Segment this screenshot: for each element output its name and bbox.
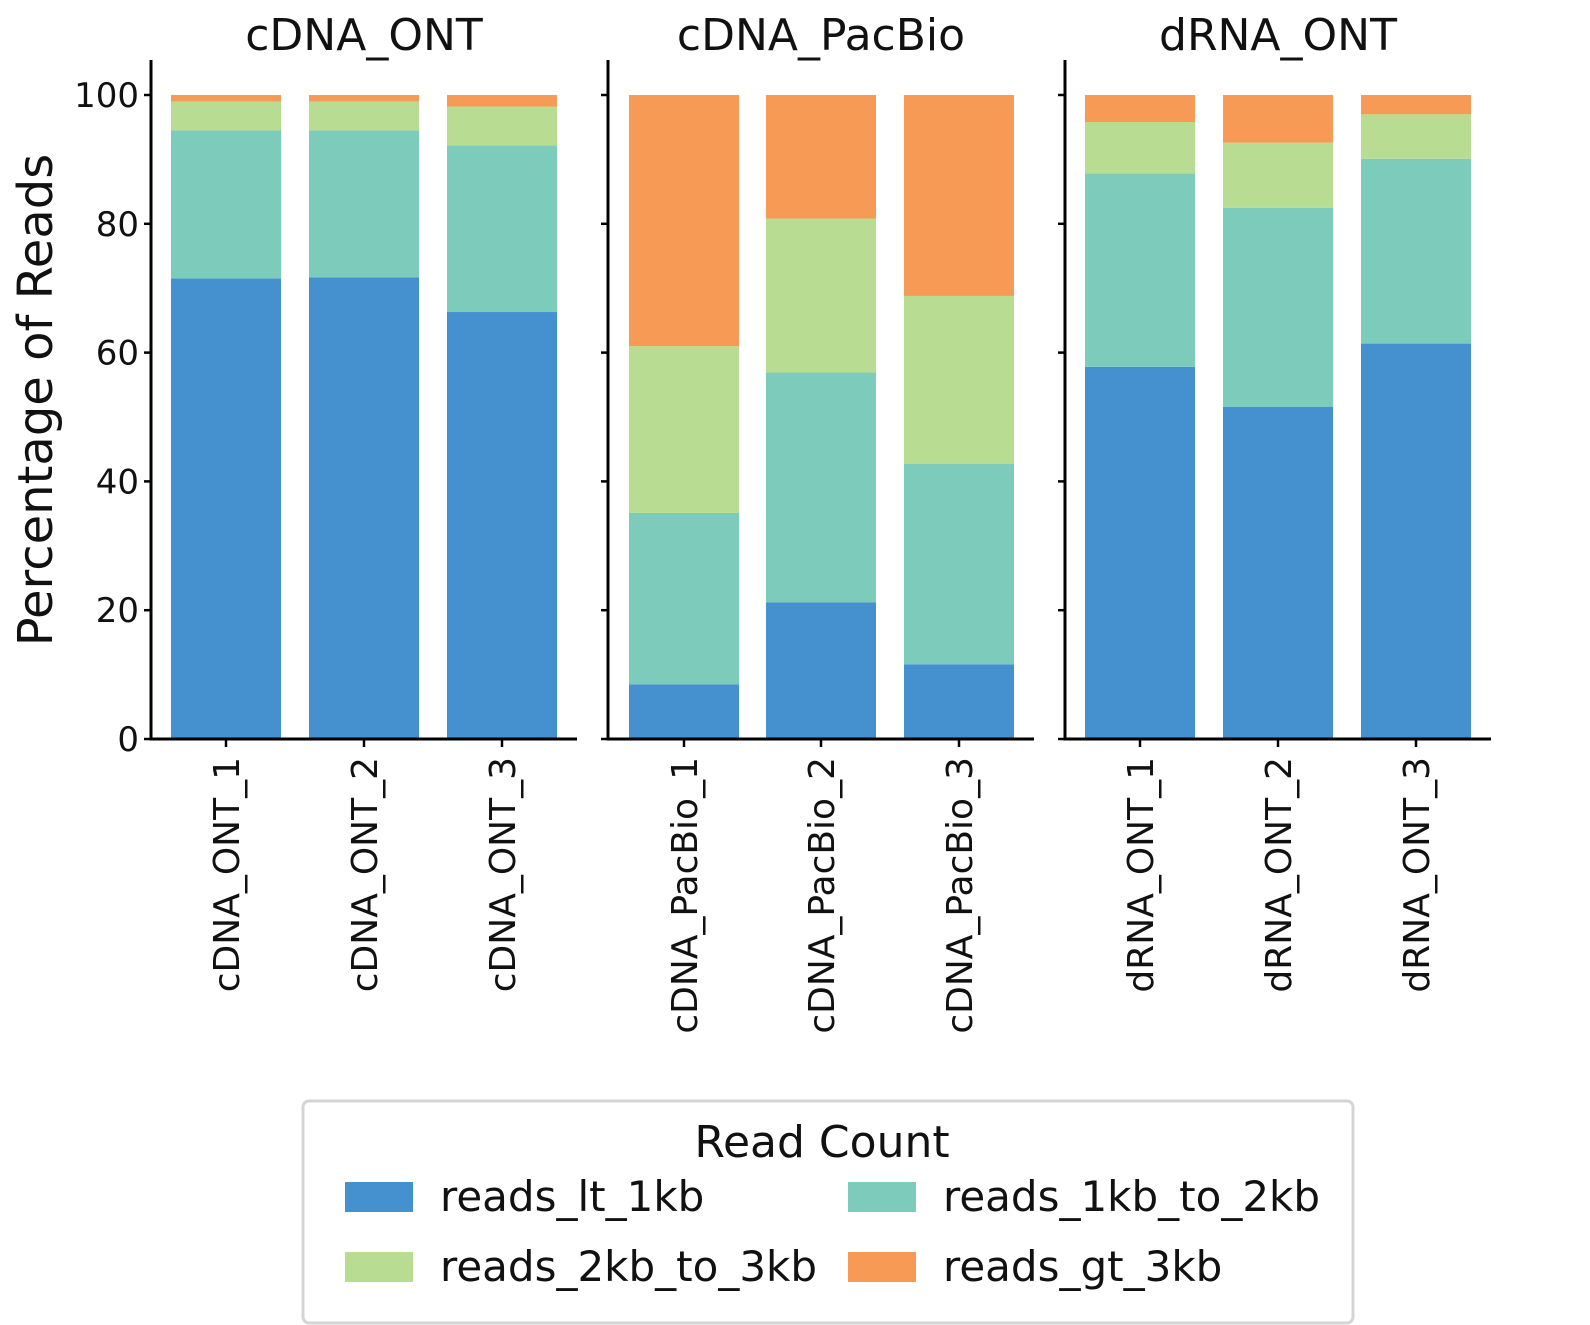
legend: Read Count reads_lt_1kb reads_1kb_to_2kbr…	[301, 1099, 1355, 1325]
x-tick-label: dRNA_ONT_2	[1259, 757, 1300, 993]
legend-swatch	[848, 1182, 916, 1212]
legend-label: reads_2kb_to_3kb	[440, 1242, 817, 1291]
legend-item-reads_1kb_to_2kb: reads_1kb_to_2kb	[848, 1172, 1320, 1221]
bar-cDNA_PacBio_2-reads_lt_1kb	[766, 602, 876, 739]
panel-3: dRNA_ONT_1 dRNA_ONT_2 dRNA_ONT_3 dRNA_ONT	[1058, 10, 1491, 993]
bar-cDNA_ONT_3-reads_gt_3kb	[447, 95, 557, 107]
panel-1: 0 20 40 60 80 100 cDNA_ONT_1 cDNA_ONT_2 cDNA_ONT…	[74, 10, 577, 992]
bar-cDNA_ONT_1-reads_2kb_to_3kb	[171, 101, 281, 131]
bar-cDNA_PacBio_3-reads_gt_3kb	[904, 95, 1014, 296]
bar-dRNA_ONT_1-reads_2kb_to_3kb	[1085, 122, 1195, 174]
legend-swatch	[848, 1252, 916, 1282]
legend-label: reads_lt_1kb	[440, 1172, 704, 1221]
bar-cDNA_ONT_3-reads_lt_1kb	[447, 312, 557, 739]
bar-cDNA_PacBio_1-reads_1kb_to_2kb	[629, 512, 739, 685]
legend-item-reads_2kb_to_3kb: reads_2kb_to_3kb	[345, 1242, 817, 1291]
legend-label: reads_gt_3kb	[943, 1242, 1222, 1291]
bar-dRNA_ONT_3-reads_2kb_to_3kb	[1361, 114, 1471, 159]
bar-dRNA_ONT_1-reads_lt_1kb	[1085, 366, 1195, 739]
bar-cDNA_PacBio_3-reads_1kb_to_2kb	[904, 464, 1014, 665]
y-tick-label: 60	[96, 334, 139, 374]
bar-dRNA_ONT_2-reads_2kb_to_3kb	[1223, 142, 1333, 208]
bar-dRNA_ONT_2-reads_1kb_to_2kb	[1223, 207, 1333, 407]
x-tick-label: cDNA_PacBio_3	[940, 757, 981, 1034]
panel-title: cDNA_ONT	[245, 10, 483, 61]
bar-dRNA_ONT_2-reads_lt_1kb	[1223, 406, 1333, 739]
y-tick-label: 80	[96, 205, 139, 245]
legend-item-reads_lt_1kb: reads_lt_1kb	[345, 1172, 704, 1221]
legend-label: reads_1kb_to_2kb	[943, 1172, 1320, 1221]
panel-title: cDNA_PacBio	[677, 10, 965, 61]
bar-cDNA_ONT_2-reads_gt_3kb	[309, 95, 419, 102]
x-tick-label: cDNA_ONT_3	[483, 757, 524, 992]
y-tick-label: 100	[74, 76, 139, 116]
bar-dRNA_ONT_3-reads_lt_1kb	[1361, 343, 1471, 739]
y-tick-label: 0	[117, 720, 139, 760]
x-tick-label: cDNA_PacBio_2	[802, 757, 843, 1034]
bar-cDNA_PacBio_1-reads_lt_1kb	[629, 684, 739, 739]
bar-cDNA_ONT_3-reads_1kb_to_2kb	[447, 145, 557, 313]
bar-dRNA_ONT_3-reads_1kb_to_2kb	[1361, 158, 1471, 344]
x-tick-label: dRNA_ONT_1	[1121, 757, 1162, 993]
y-tick-label: 40	[96, 462, 139, 502]
x-tick-label: cDNA_ONT_1	[207, 757, 248, 992]
y-axis-label: Percentage of Reads	[8, 154, 64, 646]
legend-swatch	[345, 1182, 413, 1212]
bar-cDNA_PacBio_1-reads_2kb_to_3kb	[629, 346, 739, 513]
bar-cDNA_PacBio_2-reads_gt_3kb	[766, 95, 876, 219]
x-tick-label: dRNA_ONT_3	[1397, 757, 1438, 993]
chart-panels: 0 20 40 60 80 100 cDNA_ONT_1 cDNA_ONT_2 cDNA_ONT…	[74, 10, 1491, 1034]
bar-cDNA_ONT_3-reads_2kb_to_3kb	[447, 106, 557, 146]
x-tick-label: cDNA_ONT_2	[345, 757, 386, 992]
legend-box	[301, 1099, 1355, 1325]
bar-cDNA_PacBio_2-reads_1kb_to_2kb	[766, 372, 876, 603]
legend-title: Read Count	[694, 1117, 949, 1168]
bar-cDNA_PacBio_3-reads_lt_1kb	[904, 664, 1014, 739]
panel-2: cDNA_PacBio_1 cDNA_PacBio_2 cDNA_PacBio_3 c…	[601, 10, 1034, 1034]
bar-dRNA_ONT_1-reads_gt_3kb	[1085, 95, 1195, 123]
bar-cDNA_PacBio_3-reads_2kb_to_3kb	[904, 295, 1014, 465]
bar-dRNA_ONT_1-reads_1kb_to_2kb	[1085, 173, 1195, 367]
legend-swatch	[345, 1252, 413, 1282]
bar-dRNA_ONT_3-reads_gt_3kb	[1361, 95, 1471, 115]
legend-item-reads_gt_3kb: reads_gt_3kb	[848, 1242, 1222, 1291]
y-tick-label: 20	[96, 591, 139, 631]
bar-dRNA_ONT_2-reads_gt_3kb	[1223, 95, 1333, 143]
bar-cDNA_PacBio_2-reads_2kb_to_3kb	[766, 218, 876, 373]
bar-cDNA_ONT_2-reads_2kb_to_3kb	[309, 101, 419, 131]
bar-cDNA_ONT_1-reads_lt_1kb	[171, 278, 281, 739]
bar-cDNA_ONT_2-reads_lt_1kb	[309, 277, 419, 739]
panel-title: dRNA_ONT	[1159, 10, 1397, 61]
bar-cDNA_ONT_1-reads_gt_3kb	[171, 95, 281, 102]
bar-cDNA_PacBio_1-reads_gt_3kb	[629, 95, 739, 347]
bar-cDNA_ONT_1-reads_1kb_to_2kb	[171, 130, 281, 279]
bar-cDNA_ONT_2-reads_1kb_to_2kb	[309, 130, 419, 278]
x-tick-label: cDNA_PacBio_1	[665, 757, 706, 1034]
